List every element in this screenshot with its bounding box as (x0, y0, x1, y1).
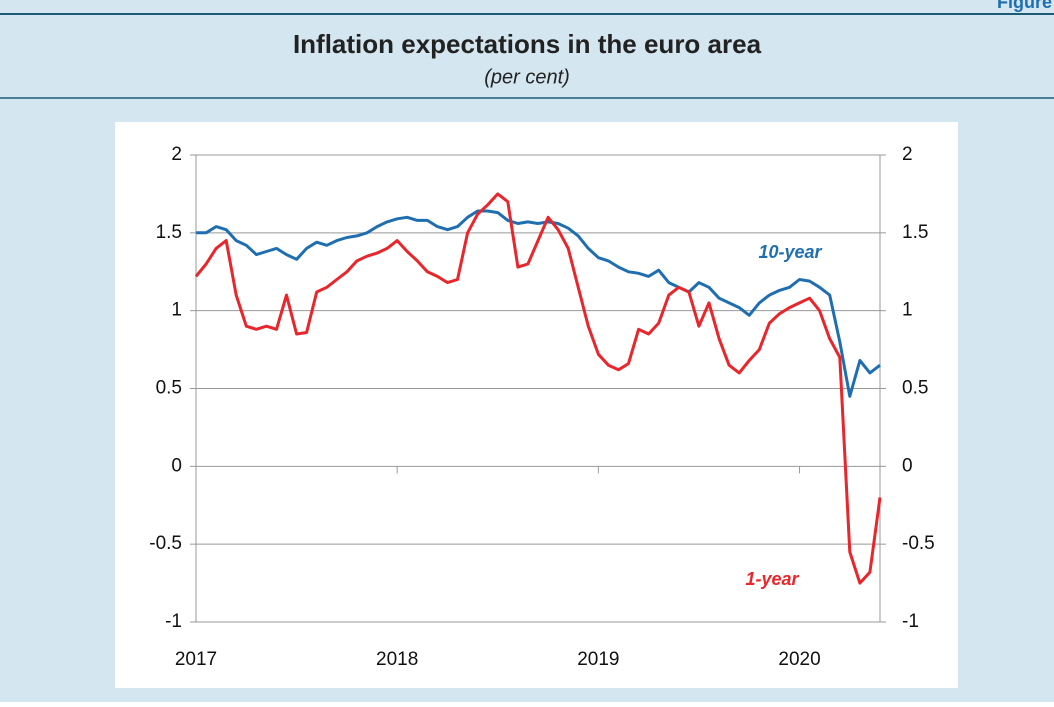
chart-subtitle: (per cent) (484, 66, 570, 88)
y-tick-label: 0 (171, 455, 182, 476)
y2-tick-label: 2 (902, 144, 913, 165)
y2-tick-label: -0.5 (902, 533, 935, 554)
y-tick-label: -0.5 (149, 533, 182, 554)
x-tick-label: 2018 (376, 649, 418, 670)
plot-panel (115, 122, 958, 688)
x-tick-label: 2017 (175, 649, 217, 670)
series-label: 10-year (758, 242, 822, 262)
y-tick-label: 1 (171, 300, 182, 321)
y-tick-label: -1 (165, 611, 182, 632)
y2-tick-label: 0 (902, 455, 913, 476)
x-tick-label: 2019 (577, 649, 619, 670)
series-line (194, 192, 882, 585)
y-tick-label: 1.5 (156, 222, 182, 243)
y2-tick-label: 0.5 (902, 378, 928, 399)
x-tick-label: 2020 (778, 649, 820, 670)
y-tick-label: 2 (171, 144, 182, 165)
series-line (196, 209, 881, 398)
series-label: 1-year (745, 569, 799, 589)
chart-title: Inflation expectations in the euro area (293, 29, 762, 59)
figure-label: Figure (997, 0, 1052, 12)
y2-tick-label: 1 (902, 300, 913, 321)
y-tick-label: 0.5 (156, 378, 182, 399)
y2-tick-label: 1.5 (902, 222, 928, 243)
y2-tick-label: -1 (902, 611, 919, 632)
